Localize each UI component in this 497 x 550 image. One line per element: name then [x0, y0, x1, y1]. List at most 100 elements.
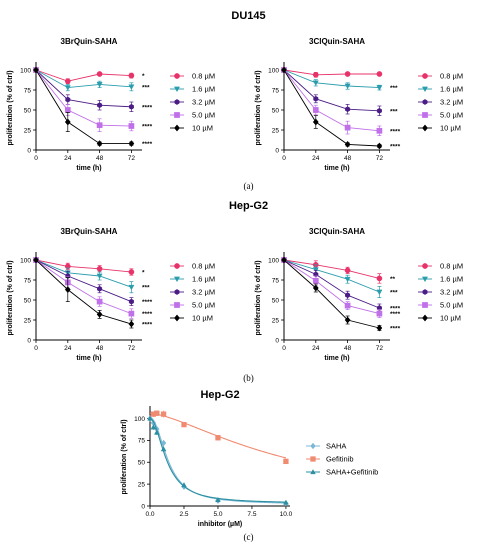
data-point: [128, 123, 135, 129]
series-1: [147, 415, 289, 507]
sublabel-b: (b): [243, 373, 254, 383]
series-line: [35, 69, 132, 82]
series-2: [280, 257, 383, 298]
data-point: [96, 273, 103, 280]
data-point: [65, 96, 71, 103]
data-point: [33, 256, 39, 264]
data-point: [64, 107, 71, 113]
chart-c: Hep-G2 0 25 50 75 100 0.0 2.5 5.0 7.5 10.0 inhibito…: [121, 389, 378, 528]
data-point: [283, 458, 289, 465]
y-tick-label: 100: [134, 416, 145, 423]
series-1: [281, 67, 383, 78]
y-tick-label: 0: [27, 147, 31, 154]
data-point: [376, 127, 383, 134]
legend-marker: [422, 263, 428, 269]
significance-label: ****: [142, 322, 153, 329]
series-line: [35, 259, 132, 315]
series-line: [35, 259, 132, 288]
legend-label: SAHA: [326, 442, 346, 451]
data-point: [376, 71, 383, 77]
y-tick-label: 50: [24, 107, 32, 114]
legend-item: 10 µM: [170, 314, 213, 323]
legend-label: SAHA+Gefitinib: [326, 468, 378, 477]
y-tick-label: 75: [272, 87, 280, 94]
y-tick-label: 50: [138, 460, 146, 467]
legend-label: 10 µM: [440, 124, 461, 133]
series-1: [281, 257, 383, 284]
y-tick-label: 100: [268, 67, 279, 74]
legend-item: 10 µM: [418, 124, 461, 133]
legend-item: 1.6 µM: [418, 275, 463, 284]
data-point: [160, 446, 167, 452]
y-tick-label: 100: [268, 257, 279, 264]
legend-label: Gefitinib: [326, 455, 354, 464]
data-point: [215, 435, 221, 441]
y-tick-label: 50: [272, 297, 280, 304]
data-point: [96, 298, 103, 305]
data-point: [344, 124, 351, 131]
legend-label: 0.8 µM: [192, 72, 215, 81]
y-tick-label: 50: [272, 107, 280, 114]
legend-item: 3.2 µM: [170, 98, 215, 107]
legend-marker: [174, 314, 180, 322]
legend-item: 0.8 µM: [418, 72, 463, 81]
x-tick-label: 5.0: [213, 511, 222, 518]
series-4: [281, 257, 383, 318]
data-point: [64, 85, 71, 91]
legend-item: 5.0 µM: [418, 111, 463, 120]
x-tick-label: 72: [128, 155, 136, 162]
data-point: [128, 310, 135, 317]
series-line: [283, 259, 380, 279]
legend-item: 5.0 µM: [418, 301, 463, 310]
series-2: [280, 67, 383, 91]
series-2: [149, 410, 289, 465]
x-axis-label: time (h): [324, 355, 349, 362]
legend-item: 0.8 µM: [418, 262, 463, 271]
x-axis-label: time (h): [76, 355, 101, 362]
legend-label: 3.2 µM: [440, 288, 463, 297]
legend-label: 10 µM: [192, 124, 213, 133]
data-point: [64, 118, 71, 126]
legend-item: 10 µM: [418, 314, 461, 323]
y-tick-label: 25: [272, 317, 280, 324]
legend-item: 1.6 µM: [170, 85, 215, 94]
data-point: [215, 496, 221, 503]
x-tick-label: 72: [376, 155, 384, 162]
significance-label: ****: [142, 141, 153, 148]
series-2: [32, 257, 135, 294]
legend-label: 3.2 µM: [192, 288, 215, 297]
significance-label: ****: [142, 124, 153, 131]
x-tick-label: 48: [344, 345, 352, 352]
series-line: [283, 69, 380, 132]
x-tick-label: 10.0: [280, 511, 293, 518]
x-tick-label: 0: [282, 155, 286, 162]
y-tick-label: 75: [24, 277, 32, 284]
data-point: [128, 84, 135, 90]
data-point: [96, 71, 103, 77]
series-line: [35, 69, 132, 145]
legend-marker: [173, 86, 181, 93]
series-4: [281, 67, 383, 136]
y-tick-label: 0: [275, 337, 279, 344]
legend-label: 1.6 µM: [440, 85, 463, 94]
x-tick-label: 0.0: [145, 511, 154, 518]
data-point: [376, 85, 383, 91]
data-point: [128, 140, 135, 148]
y-tick-label: 75: [24, 87, 32, 94]
x-tick-label: 7.5: [247, 511, 256, 518]
y-tick-label: 100: [20, 257, 31, 264]
data-point: [344, 140, 351, 148]
significance-label: ***: [390, 108, 398, 115]
data-point: [147, 415, 153, 421]
x-tick-label: 0: [34, 345, 38, 352]
sublabel-a: (a): [243, 181, 254, 191]
x-axis-label: inhibitor (µM): [198, 521, 242, 528]
legend-item: 3.2 µM: [418, 288, 463, 297]
data-point: [376, 107, 382, 114]
series-line: [283, 259, 380, 315]
x-tick-label: 24: [64, 345, 72, 352]
data-point: [96, 265, 103, 272]
chart-a2: 3ClQuin-SAHA 0 25 50 75 100 0 24 48 72 time (h) pro…: [255, 37, 463, 172]
significance-label: ***: [142, 285, 150, 292]
series-line: [35, 259, 132, 325]
